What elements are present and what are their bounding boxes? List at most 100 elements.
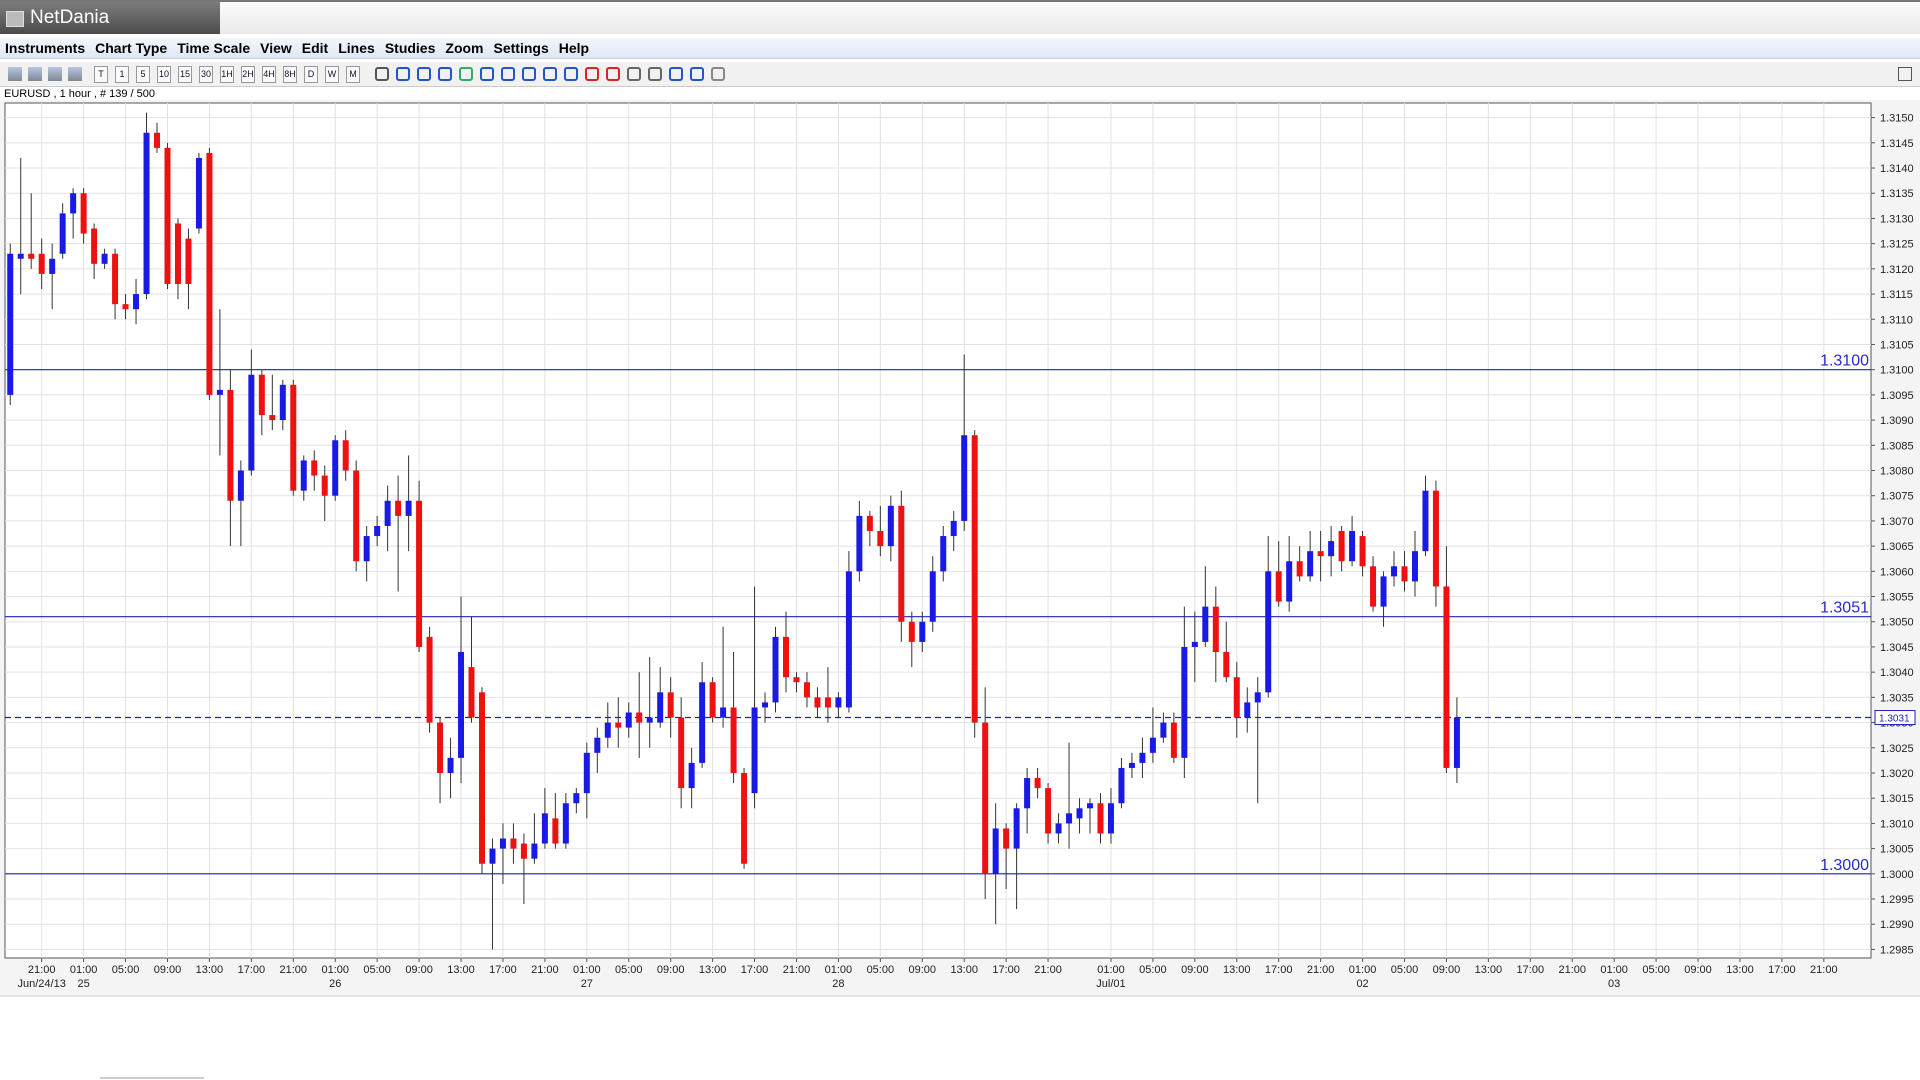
candle-body: [489, 848, 496, 864]
tool-icon[interactable]: [690, 67, 704, 81]
tool-icon[interactable]: [68, 67, 82, 81]
candle-body: [1066, 813, 1073, 824]
x-tick-label: 13:00: [447, 964, 475, 976]
candle-body: [395, 500, 402, 516]
candle-body: [667, 692, 674, 718]
timescale-button[interactable]: M: [346, 66, 360, 83]
timescale-button[interactable]: T: [94, 66, 108, 83]
x-tick-label: 01:00: [70, 964, 98, 976]
candle-body: [1097, 803, 1104, 834]
x-tick-label: 05:00: [867, 964, 895, 976]
tool-icon[interactable]: [48, 67, 62, 81]
timescale-button[interactable]: 10: [157, 66, 171, 83]
candle-body: [803, 682, 810, 698]
tool-icon[interactable]: [396, 67, 410, 81]
x-tick-label: 09:00: [909, 964, 937, 976]
timescale-button[interactable]: D: [304, 66, 318, 83]
tool-icon[interactable]: [564, 67, 578, 81]
candle-body: [950, 520, 957, 537]
candle-body: [908, 621, 915, 642]
tool-icon[interactable]: [585, 67, 599, 81]
x-tick-label: 09:00: [1684, 964, 1712, 976]
tool-icon[interactable]: [543, 67, 557, 81]
x-tick-label: 05:00: [363, 964, 391, 976]
timescale-button[interactable]: 1H: [220, 66, 234, 83]
timescale-button[interactable]: 8H: [283, 66, 297, 83]
candle-body: [992, 828, 999, 874]
candle-body: [59, 213, 66, 254]
tool-icon[interactable]: [375, 67, 389, 81]
y-tick-label: 1.3045: [1880, 642, 1914, 654]
x-tick-label: 05:00: [1642, 964, 1670, 976]
candle-body: [636, 712, 643, 723]
candle-body: [1391, 566, 1398, 577]
candle-body: [1107, 803, 1114, 834]
timescale-button[interactable]: 2H: [241, 66, 255, 83]
timescale-button[interactable]: W: [325, 66, 339, 83]
tool-icon[interactable]: [459, 67, 473, 81]
candle-body: [688, 762, 695, 789]
menu-item[interactable]: Settings: [493, 40, 549, 56]
tool-icon[interactable]: [648, 67, 662, 81]
y-tick-label: 1.3040: [1880, 667, 1914, 679]
y-tick-label: 1.3000: [1880, 869, 1914, 881]
candle-body: [1359, 536, 1366, 567]
menu-item[interactable]: View: [260, 40, 292, 56]
candle-body: [468, 667, 475, 718]
candle-body: [866, 515, 873, 532]
candle-body: [122, 304, 129, 310]
timescale-button[interactable]: 30: [199, 66, 213, 83]
x-tick-label: 01:00: [321, 964, 349, 976]
candle-body: [1034, 778, 1041, 789]
tool-icon[interactable]: [417, 67, 431, 81]
y-tick-label: 1.3120: [1880, 264, 1914, 276]
y-tick-label: 1.3080: [1880, 466, 1914, 478]
x-tick-label: 17:00: [489, 964, 517, 976]
timescale-button[interactable]: 1: [115, 66, 129, 83]
menu-item[interactable]: Chart Type: [95, 40, 168, 56]
candle-body: [227, 389, 234, 501]
tool-icon[interactable]: [669, 67, 683, 81]
candle-body: [877, 531, 884, 547]
y-tick-label: 1.3110: [1880, 314, 1913, 326]
tool-icon[interactable]: [711, 67, 725, 81]
tool-icon[interactable]: [606, 67, 620, 81]
menu-item[interactable]: Time Scale: [177, 40, 251, 56]
x-tick-label: 17:00: [741, 964, 769, 976]
y-tick-label: 1.3095: [1880, 390, 1914, 402]
timescale-button[interactable]: 15: [178, 66, 192, 83]
y-tick-label: 1.3035: [1880, 692, 1914, 704]
menu-item[interactable]: Help: [558, 40, 590, 56]
tool-icon[interactable]: [438, 67, 452, 81]
x-tick-label: 09:00: [657, 964, 685, 976]
candle-body: [835, 697, 842, 708]
tool-icon[interactable]: [28, 67, 42, 81]
menu-item[interactable]: Studies: [384, 40, 436, 56]
scroll-thumb[interactable]: [100, 1077, 204, 1079]
tool-icon[interactable]: [8, 67, 22, 81]
tool-icon[interactable]: [627, 67, 641, 81]
date-label: 25: [77, 978, 89, 990]
candle-body: [772, 636, 779, 703]
timescale-button[interactable]: 5: [136, 66, 150, 83]
date-label: Jun/24/13: [18, 978, 66, 990]
y-tick-label: 1.3130: [1880, 213, 1914, 225]
x-tick-label: 13:00: [196, 964, 224, 976]
menu-item[interactable]: Lines: [338, 40, 375, 56]
x-tick-label: 21:00: [1558, 964, 1586, 976]
timescale-button[interactable]: 4H: [262, 66, 276, 83]
tool-icon[interactable]: [480, 67, 494, 81]
menu-item[interactable]: Instruments: [5, 40, 86, 56]
candle-body: [782, 636, 789, 678]
tool-icon[interactable]: [522, 67, 536, 81]
tool-icon[interactable]: [1898, 67, 1912, 81]
menu-item[interactable]: Zoom: [445, 40, 484, 56]
tool-icon[interactable]: [501, 67, 515, 81]
symbol-info: EURUSD , 1 hour , # 139 / 500: [4, 88, 156, 100]
candle-body: [573, 793, 580, 804]
menu-item[interactable]: Edit: [301, 40, 329, 56]
y-tick-label: 1.3070: [1880, 516, 1914, 528]
candle-body: [1223, 651, 1230, 678]
candle-body: [615, 722, 622, 728]
